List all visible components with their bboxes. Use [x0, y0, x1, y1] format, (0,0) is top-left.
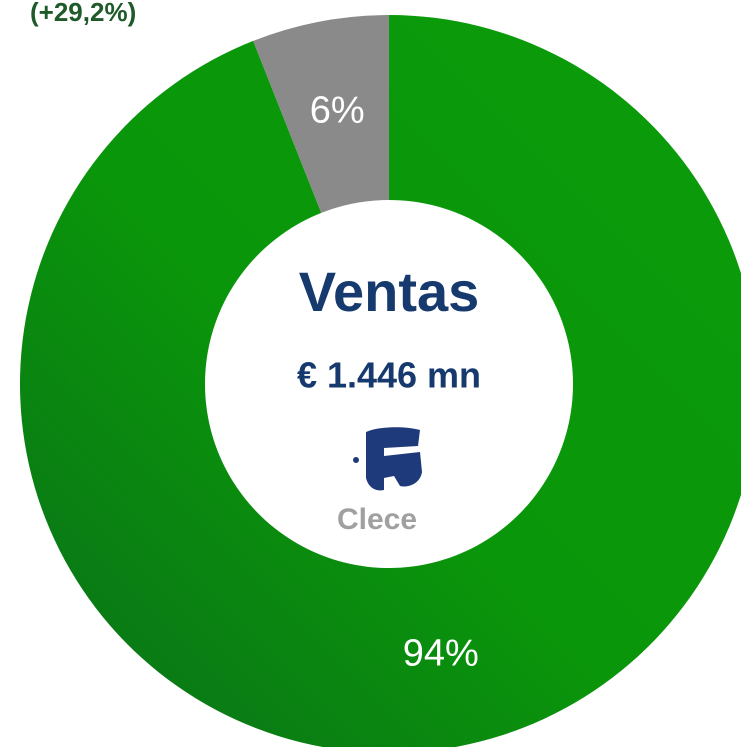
logo-text: Clece	[337, 503, 417, 536]
logo-mark	[353, 427, 422, 491]
value-label: 6%	[310, 89, 365, 131]
center-subtitle: € 1.446 mn	[297, 355, 481, 396]
slice	[253, 15, 389, 213]
center-title: Ventas	[299, 260, 480, 323]
slice	[20, 15, 741, 747]
slices	[20, 15, 741, 747]
annotation: (+29,2%)	[30, 0, 136, 27]
value-label: 94%	[403, 633, 479, 675]
